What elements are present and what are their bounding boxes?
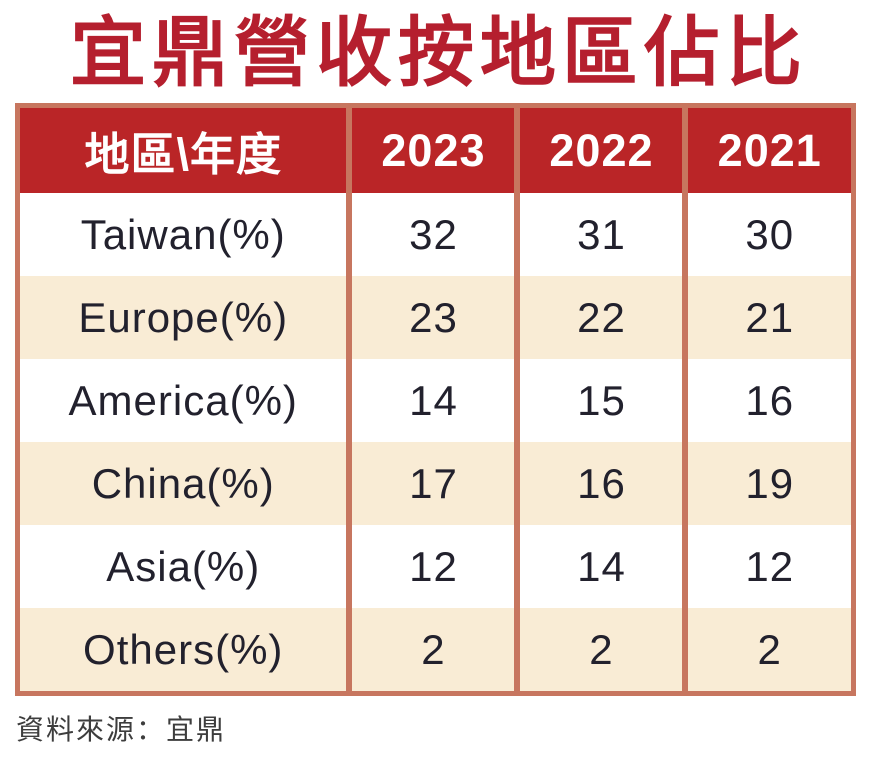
table-cell: 21 [682, 276, 854, 359]
table-cell: 16 [514, 442, 686, 525]
table-cell: 30 [682, 193, 854, 276]
column-header-2022: 2022 [514, 105, 686, 193]
table-row-others: Others(%) 2 2 2 [17, 608, 854, 694]
table-row-asia: Asia(%) 12 14 12 [17, 525, 854, 608]
row-label: Europe(%) [78, 293, 289, 341]
row-label: Others(%) [83, 625, 284, 673]
table-cell: 15 [514, 359, 686, 442]
row-label: Asia(%) [106, 542, 261, 590]
table-cell: 22 [514, 276, 686, 359]
table-cell: 12 [346, 525, 518, 608]
table-cell: 16 [682, 359, 854, 442]
table-cell: 14 [346, 359, 518, 442]
table-cell: 31 [514, 193, 686, 276]
table-row-america: America(%) 14 15 16 [17, 359, 854, 442]
table-cell: 17 [346, 442, 518, 525]
table-cell: 23 [346, 276, 518, 359]
page-title: 宜鼎營收按地區佔比 [70, 8, 808, 97]
table-row-europe: Europe(%) 23 22 21 [17, 276, 854, 359]
row-label: Taiwan(%) [80, 210, 286, 258]
header-row: 地區\年度 2023 2022 2021 [17, 105, 854, 193]
table-row-china: China(%) 17 16 19 [17, 442, 854, 525]
table-cell: 12 [682, 525, 854, 608]
table-cell: 14 [514, 525, 686, 608]
table-cell: 2 [514, 608, 686, 694]
table-cell: 2 [682, 608, 854, 694]
row-label: China(%) [91, 459, 275, 507]
revenue-by-region-table: 地區\年度 2023 2022 2021 Taiwan(%) 32 31 30 … [15, 103, 856, 696]
table-cell: 32 [346, 193, 518, 276]
source-note: 資料來源：宜鼎 [16, 714, 227, 745]
table-cell: 19 [682, 442, 854, 525]
column-header-region-year: 地區\年度 [17, 105, 350, 193]
column-header-2021: 2021 [682, 105, 854, 193]
row-label: America(%) [68, 376, 298, 424]
table-row-taiwan: Taiwan(%) 32 31 30 [17, 193, 854, 276]
column-header-2023: 2023 [346, 105, 518, 193]
table-cell: 2 [346, 608, 518, 694]
